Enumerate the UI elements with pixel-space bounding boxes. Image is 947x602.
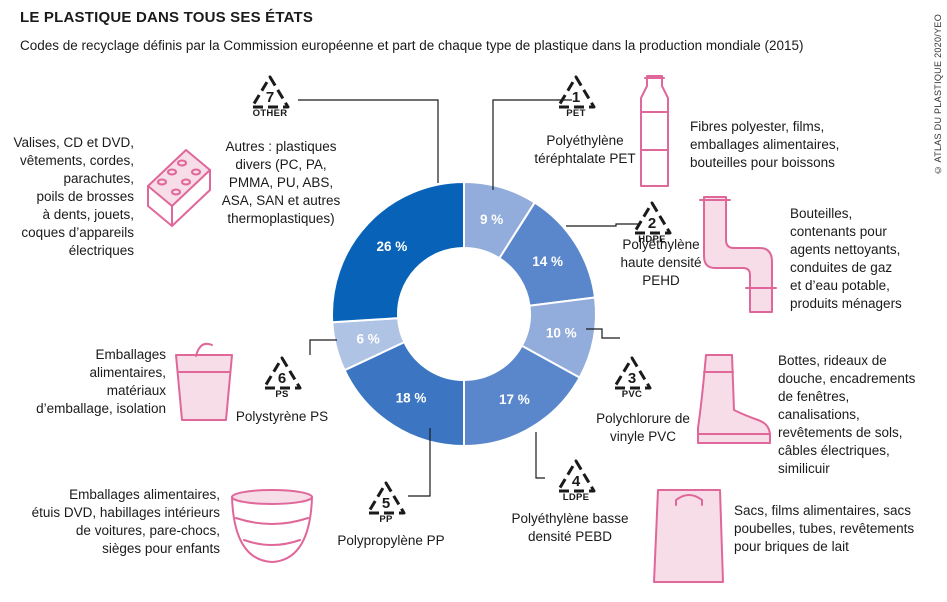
recycle-triangle-icon: 5 xyxy=(356,480,416,516)
leader-line-hdpe xyxy=(566,223,638,227)
slice-label-hdpe: 14 % xyxy=(532,254,563,269)
plastic-name-pvc: Polychlorure de vinyle PVC xyxy=(596,411,690,444)
recycle-triangle-icon: 6 xyxy=(252,355,312,391)
bowl-icon xyxy=(231,489,313,563)
chart-subtitle: Codes de recyclage définis par la Commis… xyxy=(20,38,804,53)
recycle-code-ldpe: 4 LDPE xyxy=(546,458,606,503)
plastic-name-pp: Polypropylène PP xyxy=(337,533,445,548)
recycle-code-pvc: 3 PVC xyxy=(602,355,662,400)
plastic-code-pp: PP xyxy=(379,514,393,525)
plastic-uses-pet: Fibres polyester, films, emballages alim… xyxy=(690,119,840,170)
recycle-code-pet: 1 PET xyxy=(546,74,606,119)
recycle-code-ps: 6 PS xyxy=(252,355,312,400)
recycle-triangle-icon: 1 xyxy=(546,74,606,110)
plastic-name-ldpe: Polyéthylène basse densité PEBD xyxy=(511,511,629,544)
recycle-code-pp: 5 PP xyxy=(356,480,416,525)
plastic-code-other: OTHER xyxy=(252,108,288,119)
recycle-code-other: 7 OTHER xyxy=(240,74,300,119)
plastic-name-ps: Polystyrène PS xyxy=(235,409,329,424)
svg-text:3: 3 xyxy=(628,370,636,387)
leader-line-pvc xyxy=(586,328,620,339)
leader-line-pet xyxy=(492,99,572,190)
bag-icon xyxy=(653,489,724,583)
plastic-uses-pvc: Bottes, rideaux de douche, encadrements … xyxy=(778,353,916,476)
svg-text:4: 4 xyxy=(572,473,581,490)
cup-icon xyxy=(175,342,233,421)
leader-line-ps xyxy=(309,339,337,355)
svg-text:6: 6 xyxy=(278,370,286,387)
slice-label-ps: 6 % xyxy=(356,332,379,347)
plastic-uses-ldpe: Sacs, films alimentaires, sacs poubelles… xyxy=(734,503,915,554)
svg-text:1: 1 xyxy=(572,89,580,106)
plastic-code-ps: PS xyxy=(275,389,289,400)
slice-other xyxy=(331,180,465,324)
plastic-name-pet: Polyéthylène téréphtalate PET xyxy=(534,133,636,166)
slice-label-pp: 18 % xyxy=(396,391,427,406)
leader-line-other xyxy=(298,99,439,183)
svg-text:5: 5 xyxy=(382,495,390,512)
bottle-icon xyxy=(640,75,669,187)
slice-label-other: 26 % xyxy=(376,239,407,254)
chart-title: LE PLASTIQUE DANS TOUS SES ÉTATS xyxy=(20,9,314,26)
plastic-code-pet: PET xyxy=(566,108,586,119)
slice-label-ldpe: 17 % xyxy=(499,392,530,407)
recycle-triangle-icon: 2 xyxy=(622,200,682,236)
plastic-code-ldpe: LDPE xyxy=(562,492,590,503)
plastic-uses-ps: Emballages alimentaires, matériaux d’emb… xyxy=(36,347,166,416)
plastic-uses-other: Valises, CD et DVD, vêtements, cordes, p… xyxy=(13,135,134,258)
slice-label-pvc: 10 % xyxy=(546,326,577,341)
plastic-code-hdpe: HDPE xyxy=(638,234,666,245)
plastic-uses-hdpe: Bouteilles, contenants pour agents netto… xyxy=(790,206,902,311)
boot-icon xyxy=(697,354,771,444)
slice-label-pet: 9 % xyxy=(480,212,503,227)
recycle-triangle-icon: 3 xyxy=(602,355,662,391)
plastic-code-pvc: PVC xyxy=(621,389,643,400)
leader-line-ldpe xyxy=(535,432,545,479)
plastic-uses-pp: Emballages alimentaires, étuis DVD, habi… xyxy=(31,487,220,556)
plastic-name-other: Autres : plastiques divers (PC, PA, PMMA… xyxy=(221,139,341,226)
recycle-triangle-icon: 7 xyxy=(240,74,300,110)
recycle-code-hdpe: 2 HDPE xyxy=(622,200,682,245)
leader-line-pp xyxy=(408,428,431,497)
svg-text:2: 2 xyxy=(648,215,656,232)
pipe-icon xyxy=(699,196,777,313)
recycle-triangle-icon: 4 xyxy=(546,458,606,494)
svg-text:7: 7 xyxy=(266,89,274,106)
plastic-name-hdpe: Polyéthylène haute densité PEHD xyxy=(620,237,702,288)
toy-brick-icon xyxy=(147,149,211,227)
